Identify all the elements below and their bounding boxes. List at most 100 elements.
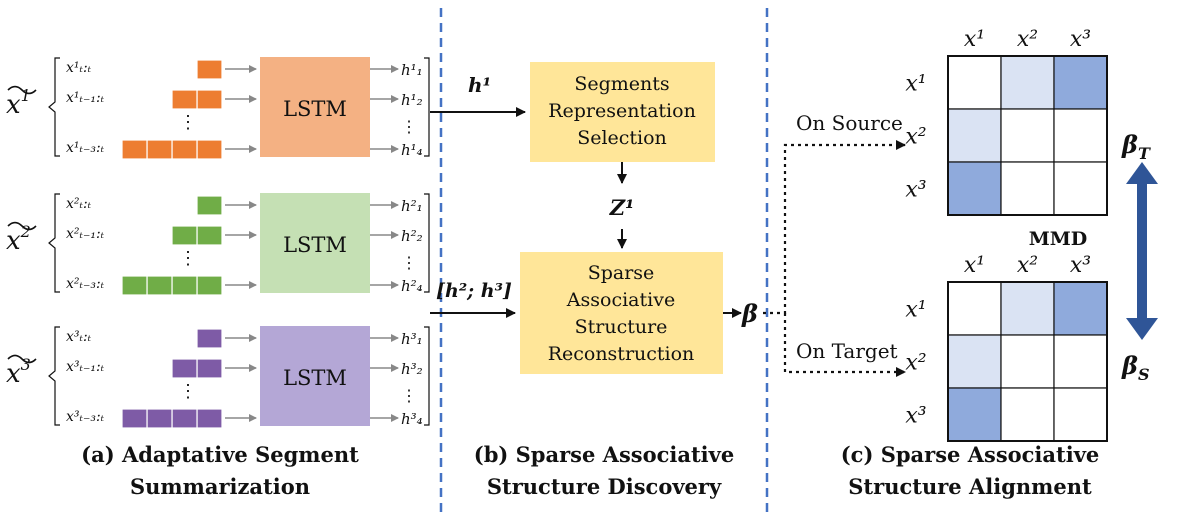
panel-c-caption-line1: (c) Sparse Associative (841, 442, 1100, 467)
panel-b-caption-line1: (b) Sparse Associative (474, 442, 734, 467)
target-cell-1-2 (1000, 281, 1055, 336)
on-target-label: On Target (796, 339, 898, 363)
source-row-label-1: x¹ (905, 72, 926, 97)
segment-dots-3: ⋮ (179, 381, 197, 402)
panel-a-caption-line2: Summarization (130, 474, 310, 499)
source-cell-2-2 (1000, 108, 1055, 163)
z1-label: Z¹ (609, 195, 635, 220)
source-row-label-3: x³ (905, 178, 926, 203)
panel-c-caption-line2: Structure Alignment (848, 474, 1092, 499)
var-base-1: x (6, 90, 21, 120)
target-col-label-3: x³ (1070, 253, 1091, 278)
var-label-1: x1 (6, 86, 31, 120)
segment-block-2-3-4 (121, 275, 148, 296)
beta-s-subscript: S (1138, 365, 1150, 384)
h23-label: [h²; h³] (436, 280, 512, 302)
segment-block-1-3-2 (171, 139, 198, 160)
segment-block-1-2-2 (171, 89, 198, 110)
box2-line4: Reconstruction (548, 343, 695, 365)
source-connector (763, 140, 906, 315)
beta-t-subscript: T (1138, 144, 1151, 163)
alignment-double-arrow (1126, 162, 1158, 340)
box2-line1: Sparse (588, 262, 655, 284)
h-dots-2: ⋮ (401, 253, 417, 272)
target-cell-3-2 (1000, 387, 1055, 442)
beta-label: β (741, 299, 758, 328)
source-col-label-3: x³ (1070, 27, 1091, 52)
segment-dots-2: ⋮ (179, 248, 197, 269)
source-matrix: x¹ x² x³ x¹ x³ x² (905, 27, 1108, 216)
h-label-3-3: h³₄ (401, 410, 423, 428)
mmd-label: MMD (1029, 228, 1088, 250)
lstm-box-1 (260, 57, 370, 157)
source-cell-3-2 (1000, 161, 1055, 216)
segment-block-3-3-1 (196, 408, 223, 429)
segment-label-3-1: x³ₜ:ₜ (66, 329, 92, 345)
panel-a: x1x¹ₜ:ₜx¹ₜ₋₁:ₜx¹ₜ₋₃:ₜ⋮LSTMh¹₁h¹₂h¹₄⋮x2x²… (6, 57, 430, 429)
left-bracket-2 (48, 193, 60, 293)
tilde-3 (7, 354, 37, 364)
panel-b: h¹ Segments Representation Selection Z¹ … (430, 62, 758, 499)
panel-a-caption-line1: (a) Adaptative Segment (81, 442, 359, 467)
h-label-2-3: h²₄ (401, 277, 423, 295)
right-bracket-3 (424, 326, 430, 426)
box1-line2: Representation (548, 100, 696, 122)
target-col-label-2: x² (1017, 253, 1038, 278)
beta-s-symbol: β (1121, 351, 1138, 380)
segment-block-2-3-2 (171, 275, 198, 296)
box2-line2: Associative (566, 289, 675, 311)
lstm-label-2: LSTM (283, 233, 347, 257)
var-sup-1: 1 (21, 86, 31, 105)
target-cell-2-1 (947, 334, 1002, 389)
h-label-3-1: h³₁ (401, 330, 423, 348)
h-label-1-1: h¹₁ (401, 61, 423, 79)
segment-block-3-2-2 (171, 358, 198, 379)
box2-line3: Structure (575, 316, 668, 338)
var-sup-2: 2 (20, 222, 31, 241)
on-source-label: On Source (796, 111, 903, 135)
left-bracket-1 (48, 57, 60, 157)
lstm-label-3: LSTM (283, 366, 347, 390)
right-bracket-2 (424, 193, 430, 293)
box1-line1: Segments (574, 73, 669, 95)
segment-label-1-2: x¹ₜ₋₁:ₜ (66, 90, 105, 106)
beta-t-symbol: β (1121, 130, 1138, 159)
panel-b-caption-line2: Structure Discovery (487, 474, 722, 499)
target-cell-2-2 (1000, 334, 1055, 389)
var-base-3: x (6, 359, 21, 389)
segment-block-2-2-2 (171, 225, 198, 246)
source-cell-1-1 (947, 55, 1002, 110)
h-label-1-2: h¹₂ (401, 91, 423, 109)
segment-block-3-3-4 (121, 408, 148, 429)
source-cell-2-3 (1053, 108, 1108, 163)
segment-label-1-1: x¹ₜ:ₜ (66, 60, 92, 76)
tilde-2 (7, 221, 37, 231)
source-cell-1-2 (1000, 55, 1055, 110)
var-base-2: x (6, 226, 21, 256)
var-label-2: x2 (6, 222, 31, 256)
source-cell-3-3 (1053, 161, 1108, 216)
target-cell-1-1 (947, 281, 1002, 336)
target-border (947, 281, 1108, 442)
target-connector (783, 313, 906, 377)
right-bracket-1 (424, 57, 430, 157)
reconstruction-box (520, 252, 723, 374)
source-border (947, 55, 1108, 216)
target-row-label-3: x³ (905, 404, 926, 429)
lstm-label-1: LSTM (283, 97, 347, 121)
source-cell-3-1 (947, 161, 1002, 216)
h-label-1-3: h¹₄ (401, 141, 423, 159)
h1-label: h¹ (468, 73, 491, 97)
segment-block-2-2-1 (196, 225, 223, 246)
source-row-label-2: x² (905, 125, 926, 150)
segment-label-2-3: x²ₜ₋₃:ₜ (66, 276, 105, 292)
var-sup-3: 3 (21, 355, 31, 374)
h-label-3-2: h³₂ (401, 360, 423, 378)
segment-block-3-1-1 (196, 328, 223, 349)
segment-label-3-2: x³ₜ₋₁:ₜ (66, 359, 105, 375)
segment-block-3-3-2 (171, 408, 198, 429)
lstm-box-3 (260, 326, 370, 426)
segment-block-2-3-3 (146, 275, 173, 296)
tilde-1 (7, 85, 37, 95)
target-cell-1-3 (1053, 281, 1108, 336)
